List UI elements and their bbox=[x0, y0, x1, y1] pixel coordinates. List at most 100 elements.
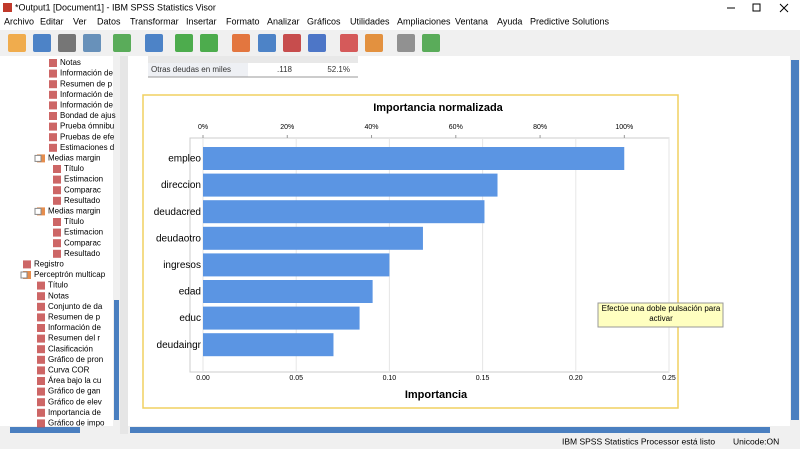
tree-item[interactable]: Información de bbox=[60, 69, 113, 78]
tree-item[interactable]: Comparac bbox=[64, 185, 101, 194]
y-tick-label: ingresos bbox=[163, 260, 201, 271]
tree-item[interactable]: Gráfico de pron bbox=[48, 355, 103, 364]
tree-icon bbox=[37, 398, 45, 407]
content-scroll-thumb[interactable] bbox=[791, 60, 799, 420]
tooltip-text-box: Efectúe una doble pulsación para activar bbox=[601, 304, 721, 323]
tree-toggle[interactable] bbox=[20, 271, 28, 279]
tree-icon bbox=[37, 366, 45, 375]
tree-item[interactable]: Gráfico de impo bbox=[48, 419, 105, 428]
toolbar-button[interactable] bbox=[83, 34, 101, 52]
x2-tick-label: 20% bbox=[280, 124, 294, 131]
menu-item[interactable]: Insertar bbox=[186, 16, 217, 26]
toolbar-button[interactable] bbox=[8, 34, 26, 52]
menu-item[interactable]: Editar bbox=[40, 16, 64, 26]
toolbar-button[interactable] bbox=[340, 34, 358, 52]
tree-item[interactable]: Medias margin bbox=[48, 154, 100, 163]
tree-item[interactable]: Resumen del r bbox=[48, 334, 100, 343]
tree-item[interactable]: Título bbox=[64, 217, 85, 226]
tree-icon bbox=[49, 133, 57, 142]
x-tick-label: 0.05 bbox=[289, 375, 303, 382]
tooltip-text: Efectúe una doble pulsación para activar bbox=[601, 304, 721, 323]
tree-item[interactable]: Conjunto de da bbox=[48, 302, 103, 311]
tree-item[interactable]: Resumen de p bbox=[48, 313, 101, 322]
outline-hscroll-thumb[interactable] bbox=[10, 427, 80, 433]
tree-item[interactable]: Información de bbox=[60, 101, 113, 110]
tree-item[interactable]: Estimaciones d bbox=[60, 143, 114, 152]
menu-item[interactable]: Ventana bbox=[455, 16, 488, 26]
tree-item[interactable]: Pruebas de efe bbox=[60, 132, 115, 141]
tree-item[interactable]: Clasificación bbox=[48, 344, 93, 353]
toolbar-button[interactable] bbox=[397, 34, 415, 52]
menu-item[interactable]: Ampliaciones bbox=[397, 16, 451, 26]
tree-item[interactable]: Bondad de ajus bbox=[60, 111, 116, 120]
bar bbox=[203, 306, 360, 330]
x2-tick-label: 100% bbox=[615, 124, 633, 131]
tree-item[interactable]: Título bbox=[64, 164, 85, 173]
tree-item[interactable]: Resultado bbox=[64, 249, 101, 258]
restore-button[interactable] bbox=[752, 3, 761, 12]
toolbar-icons bbox=[8, 34, 440, 52]
tree-toggle[interactable] bbox=[34, 154, 42, 162]
tree-toggle[interactable] bbox=[34, 207, 42, 215]
table-cell: .118 bbox=[277, 65, 293, 74]
menu-item[interactable]: Datos bbox=[97, 16, 121, 26]
toolbar-button[interactable] bbox=[232, 34, 250, 52]
tree-item[interactable]: Medias margin bbox=[48, 207, 100, 216]
menu-item[interactable]: Utilidades bbox=[350, 16, 390, 26]
tree-item[interactable]: Resumen de p bbox=[60, 79, 113, 88]
tree-item[interactable]: Comparac bbox=[64, 238, 101, 247]
toolbar-button[interactable] bbox=[422, 34, 440, 52]
tree-item[interactable]: Notas bbox=[60, 58, 81, 67]
tree-item[interactable]: Título bbox=[48, 281, 69, 290]
toolbar-button[interactable] bbox=[58, 34, 76, 52]
toolbar-button[interactable] bbox=[200, 34, 218, 52]
tree-item[interactable]: Información de bbox=[48, 323, 101, 332]
menu-item[interactable]: Analizar bbox=[267, 16, 300, 26]
menu-item[interactable]: Ver bbox=[73, 16, 87, 26]
toolbar-button[interactable] bbox=[33, 34, 51, 52]
content-hscroll-thumb[interactable] bbox=[130, 427, 770, 433]
menu-item[interactable]: Transformar bbox=[130, 16, 179, 26]
chart-title: Importancia normalizada bbox=[373, 102, 503, 114]
table-cell: 52.1% bbox=[327, 65, 350, 74]
tree-item[interactable]: Curva COR bbox=[48, 366, 90, 375]
y-tick-label: edad bbox=[179, 287, 201, 298]
toolbar-button[interactable] bbox=[365, 34, 383, 52]
outline-scroll-thumb[interactable] bbox=[114, 300, 119, 420]
toolbar-button[interactable] bbox=[145, 34, 163, 52]
bar bbox=[203, 333, 334, 357]
tree-item[interactable]: Notas bbox=[48, 291, 69, 300]
tree-icon bbox=[23, 260, 31, 269]
status-bar bbox=[0, 434, 800, 449]
tree-icon bbox=[37, 281, 45, 290]
toolbar-button[interactable] bbox=[175, 34, 193, 52]
tree-item[interactable]: Estimacion bbox=[64, 228, 103, 237]
tree-item[interactable]: Resultado bbox=[64, 196, 101, 205]
toolbar-button[interactable] bbox=[308, 34, 326, 52]
splitter[interactable] bbox=[120, 56, 128, 434]
menu-item[interactable]: Archivo bbox=[4, 16, 34, 26]
tree-item[interactable]: Prueba ómnibu bbox=[60, 122, 114, 131]
toolbar-button[interactable] bbox=[258, 34, 276, 52]
tree-item[interactable]: Gráfico de elev bbox=[48, 397, 102, 406]
menu-item[interactable]: Predictive Solutions bbox=[530, 16, 610, 26]
tree-item[interactable]: Área bajo la cu bbox=[48, 376, 101, 385]
close-button[interactable] bbox=[779, 3, 789, 13]
tree-icon bbox=[53, 239, 61, 248]
tree-item[interactable]: Gráfico de gan bbox=[48, 387, 100, 396]
table-row-header bbox=[148, 63, 248, 77]
x2-tick-label: 60% bbox=[449, 124, 463, 131]
tree-icon bbox=[37, 377, 45, 385]
y-tick-label: direccion bbox=[161, 180, 201, 191]
tree-item[interactable]: Perceptrón multicap bbox=[34, 270, 106, 279]
tree-item[interactable]: Registro bbox=[34, 260, 64, 269]
toolbar-button[interactable] bbox=[113, 34, 131, 52]
tree-item[interactable]: Información de bbox=[60, 90, 113, 99]
menu-item[interactable]: Ayuda bbox=[497, 16, 522, 26]
tree-item[interactable]: Importancia de bbox=[48, 408, 101, 417]
tree-item[interactable]: Estimacion bbox=[64, 175, 103, 184]
menu-item[interactable]: Formato bbox=[226, 16, 260, 26]
outline-scrollbar[interactable] bbox=[113, 56, 120, 426]
menu-item[interactable]: Gráficos bbox=[307, 16, 341, 26]
toolbar-button[interactable] bbox=[283, 34, 301, 52]
